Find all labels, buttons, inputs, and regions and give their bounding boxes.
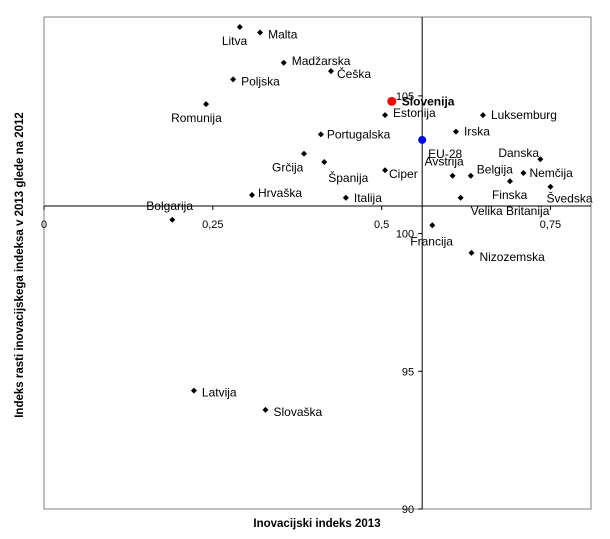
point-irska-label: Irska <box>464 125 490 139</box>
x-tick-label: 0 <box>41 219 47 231</box>
point--vedska-label: Švedska <box>546 191 592 206</box>
point-italija-label: Italija <box>354 191 382 205</box>
point-estonija <box>382 112 389 119</box>
point--panija <box>321 158 328 165</box>
point-luksemburg <box>479 112 486 119</box>
point-mad-arska <box>280 59 287 66</box>
point-hrva-ka-label: Hrvaška <box>258 186 302 200</box>
point-avstrija <box>449 172 456 179</box>
point-velika-britanija <box>457 194 464 201</box>
point-hrva-ka <box>248 192 255 199</box>
point-portugalska <box>317 131 324 138</box>
point-gr-ija <box>300 150 307 157</box>
point-romunija <box>203 101 210 108</box>
y-tick-label: 105 <box>396 91 414 103</box>
point-italija <box>342 194 349 201</box>
point-litva <box>236 24 243 30</box>
point-slova-ka <box>262 406 269 413</box>
point-velika-britanija-label: Velika Britanija <box>471 204 550 218</box>
point-eu-28 <box>418 135 427 144</box>
point-finska-label: Finska <box>492 188 528 202</box>
y-tick-label: 90 <box>402 504 414 516</box>
y-tick-label: 100 <box>396 229 414 241</box>
point-avstrija-label: Avstrija <box>425 155 464 169</box>
y-tick-label: 95 <box>402 366 414 378</box>
point-estonija-label: Estonija <box>393 106 436 120</box>
point-francija-label: Francija <box>410 234 453 248</box>
point-nizozemska <box>468 249 475 256</box>
point-latvija-label: Latvija <box>202 386 237 400</box>
plot-area <box>43 16 592 510</box>
point-danska-label: Danska <box>498 146 539 160</box>
point-belgija-label: Belgija <box>477 163 513 177</box>
x-tick-label: 0,5 <box>374 219 389 231</box>
point--panija-label: Španija <box>328 170 368 185</box>
point-belgija <box>467 172 474 179</box>
x-tick-label: 0,75 <box>540 219 561 231</box>
x-axis-title: Inovacijski indeks 2013 <box>253 518 380 530</box>
point-danska <box>537 156 544 163</box>
point--vedska <box>547 183 554 190</box>
point-slovenija <box>387 96 397 106</box>
point-gr-ija-label: Grčija <box>272 161 304 175</box>
point-poljska-label: Poljska <box>241 74 280 88</box>
point-portugalska-label: Portugalska <box>327 127 391 141</box>
point-nem-ija <box>520 169 527 176</box>
point-litva-label: Litva <box>222 34 248 48</box>
point-ciper <box>382 167 389 174</box>
point-latvija <box>190 387 197 394</box>
point-bolgarija-label: Bolgarija <box>146 199 193 213</box>
point-bolgarija <box>169 216 176 223</box>
point-slova-ka-label: Slovaška <box>274 405 323 419</box>
point-malta <box>257 29 264 36</box>
point-romunija-label: Romunija <box>171 111 222 125</box>
x-tick-label: 0,25 <box>202 219 223 231</box>
point-slovenija-label: Slovenija <box>402 94 455 108</box>
point-malta-label: Malta <box>268 28 298 42</box>
point--e-ka-label: Češka <box>337 66 371 81</box>
point-nizozemska-label: Nizozemska <box>479 250 545 264</box>
point-mad-arska-label: Madžarska <box>292 54 351 68</box>
point-eu-28-label: EU-28 <box>428 147 462 161</box>
point-ciper-label: Ciper <box>389 167 418 181</box>
y-axis-title: Indeks rasti inovacijskega indeksa v 201… <box>14 112 26 418</box>
point-poljska <box>230 76 237 83</box>
point-finska <box>506 178 513 185</box>
point--e-ka <box>328 68 335 75</box>
point-francija <box>429 222 436 229</box>
point-nem-ija-label: Nemčija <box>529 166 573 180</box>
point-irska <box>452 128 459 135</box>
point-luksemburg-label: Luksemburg <box>491 108 557 122</box>
